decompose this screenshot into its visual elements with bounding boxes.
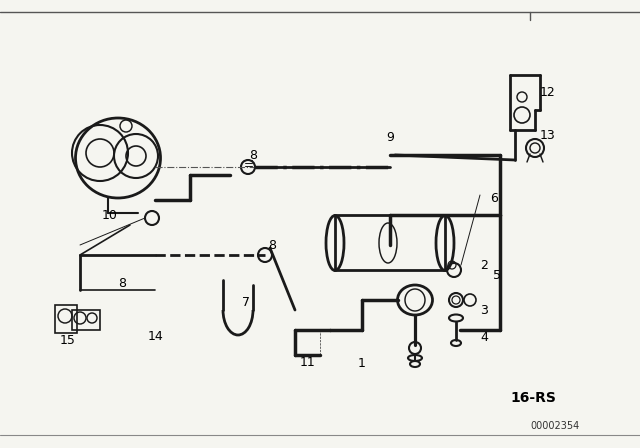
Text: 1: 1	[358, 357, 366, 370]
Text: 7: 7	[242, 296, 250, 309]
Text: 8: 8	[118, 276, 126, 289]
Text: 8: 8	[268, 238, 276, 251]
Text: 8: 8	[249, 148, 257, 161]
Bar	[335, 215, 445, 270]
Text: 11: 11	[300, 356, 316, 369]
Text: 00002354: 00002354	[530, 421, 579, 431]
Text: 14: 14	[148, 329, 164, 343]
Text: 15: 15	[60, 333, 76, 346]
Text: 2: 2	[480, 258, 488, 271]
Text: 3: 3	[480, 303, 488, 316]
Text: 12: 12	[540, 86, 556, 99]
Text: 4: 4	[480, 331, 488, 344]
Text: 10: 10	[102, 208, 118, 221]
Bar	[72, 310, 100, 330]
Text: 13: 13	[540, 129, 556, 142]
Text: 5: 5	[493, 268, 501, 281]
Text: 16-RS: 16-RS	[510, 391, 556, 405]
Text: 9: 9	[386, 130, 394, 143]
Bar	[55, 305, 77, 333]
Text: 6: 6	[490, 191, 498, 204]
